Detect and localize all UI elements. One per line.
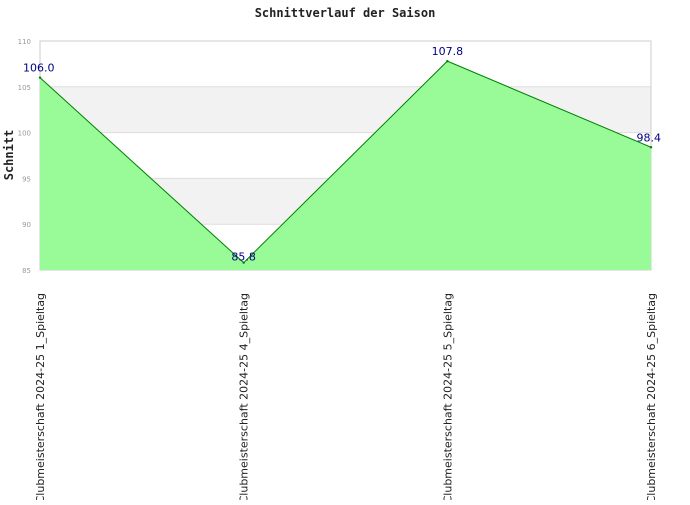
y-tick-label: 105 xyxy=(18,84,31,92)
y-axis-label: Schnitt xyxy=(2,130,16,181)
x-axis-ticks: Clubmeisterschaft 2024-25 1_Spieltag Club… xyxy=(34,293,658,503)
data-label: 98.4 xyxy=(637,131,662,144)
data-label: 85.8 xyxy=(231,251,256,264)
y-tick-label: 110 xyxy=(18,38,31,46)
data-labels: 106.0 85.8 107.8 98.4 xyxy=(23,45,661,264)
area-fill xyxy=(40,61,651,270)
data-point xyxy=(38,76,42,79)
plot-area xyxy=(38,59,653,270)
x-tick-label: Clubmeisterschaft 2024-25 4_Spieltag xyxy=(238,293,251,500)
data-label: 107.8 xyxy=(432,45,464,58)
x-tick-label: Clubmeisterschaft 2024-25 6_Spieltag xyxy=(645,293,658,500)
data-point xyxy=(649,146,653,149)
data-point xyxy=(446,59,449,63)
y-tick-label: 100 xyxy=(18,130,31,138)
y-tick-label: 90 xyxy=(22,221,31,229)
y-tick-label: 85 xyxy=(22,267,31,275)
y-tick-label: 95 xyxy=(22,175,31,183)
data-point xyxy=(242,261,245,264)
series-line xyxy=(39,60,652,264)
grid-band xyxy=(40,41,651,87)
x-tick-label: Clubmeisterschaft 2024-25 1_Spieltag xyxy=(34,293,47,500)
x-tick-label: Clubmeisterschaft 2024-25 5_Spieltag xyxy=(441,293,454,500)
y-axis-ticks: 85 90 95 100 105 110 xyxy=(18,38,31,275)
data-label: 106.0 xyxy=(23,62,55,75)
chart-title: Schnittverlauf der Saison xyxy=(255,6,436,20)
